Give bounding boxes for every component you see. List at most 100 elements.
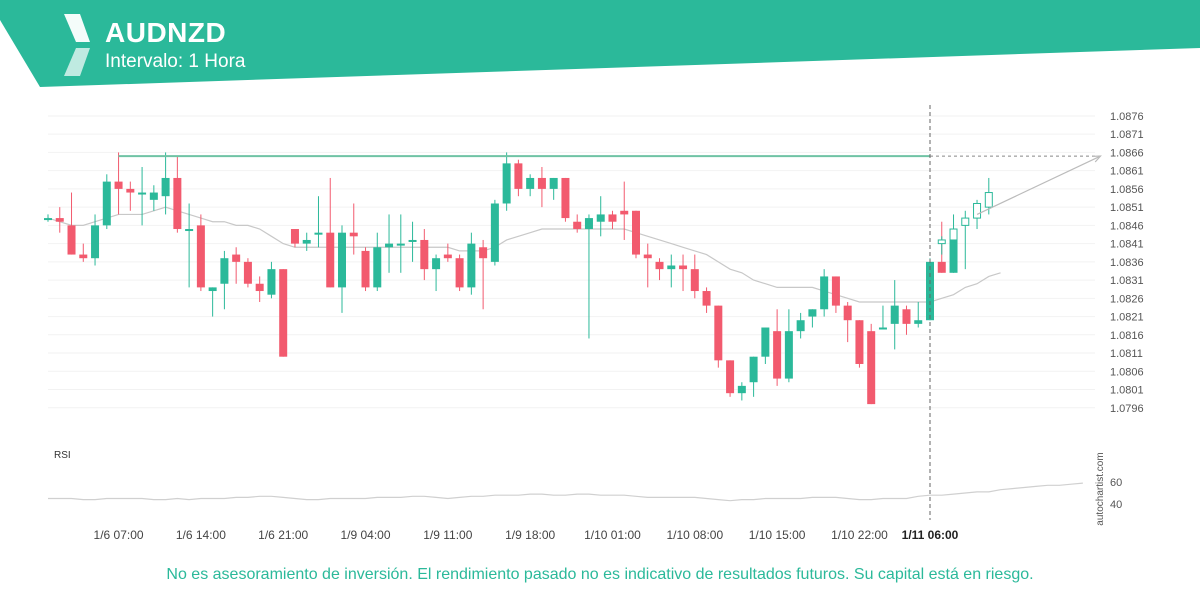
candle-body	[726, 360, 735, 394]
candle	[173, 156, 182, 233]
candle	[467, 232, 476, 295]
time-tick-label: 1/6 21:00	[258, 528, 308, 542]
candle	[561, 177, 570, 222]
candle-body	[561, 177, 570, 219]
candle-body	[855, 320, 864, 364]
price-tick-label: 1.0821	[1110, 312, 1144, 324]
candle-body	[914, 320, 923, 324]
rsi-panel: RSI 60 40	[48, 450, 1122, 511]
candle	[596, 196, 605, 237]
forecast-candle-body	[937, 239, 946, 245]
candle	[679, 254, 688, 292]
candle	[255, 276, 264, 302]
candle	[773, 309, 782, 386]
candle-body	[373, 247, 382, 288]
candle-body	[784, 331, 793, 379]
candle-body	[279, 269, 288, 357]
candle-body	[537, 177, 546, 189]
candle	[749, 356, 758, 397]
candle-body	[208, 287, 217, 292]
candle	[726, 360, 735, 397]
forecast-candle	[961, 210, 970, 270]
candle	[878, 305, 887, 330]
watermark: autochartist.com	[1095, 452, 1106, 525]
candle	[185, 203, 194, 288]
candle	[208, 287, 217, 317]
candle	[55, 207, 64, 233]
forecast-candle-body	[973, 202, 982, 219]
candle	[126, 181, 135, 211]
candle-body	[867, 331, 876, 405]
forecast-candle-body	[984, 192, 993, 208]
candle	[514, 159, 523, 197]
candle	[267, 261, 276, 299]
candle	[890, 280, 899, 350]
candle	[667, 254, 676, 288]
candle-body	[878, 327, 887, 330]
candle-body	[608, 214, 617, 222]
candle-body	[808, 309, 817, 317]
candle-body	[185, 229, 194, 232]
candle-body	[314, 232, 323, 235]
moving-average-line	[47, 206, 1001, 303]
candle	[161, 152, 170, 215]
candle-body	[255, 283, 264, 292]
candle	[702, 287, 711, 313]
candle	[220, 250, 229, 310]
candle-body	[396, 243, 405, 246]
candle	[843, 301, 852, 343]
candle-body	[761, 327, 770, 357]
candle	[784, 309, 793, 383]
price-tick-label: 1.0851	[1110, 202, 1144, 214]
candle-body	[114, 181, 123, 189]
candle	[196, 214, 205, 292]
rsi-label: RSI	[54, 450, 71, 461]
candle-body	[467, 243, 476, 288]
forecast-candle	[937, 236, 946, 255]
candle	[796, 312, 805, 339]
candle-body	[408, 239, 417, 242]
candle	[114, 152, 123, 215]
price-tick-label: 1.0871	[1110, 129, 1144, 141]
disclaimer: No es asesoramiento de inversión. El ren…	[166, 566, 1034, 583]
candle	[91, 214, 100, 266]
candle	[149, 185, 158, 211]
candle	[67, 192, 76, 255]
candle	[537, 167, 546, 208]
candle-body	[149, 192, 158, 200]
price-tick-label: 1.0846	[1110, 220, 1144, 232]
candle	[455, 254, 464, 292]
candle-body	[702, 291, 711, 306]
candle-body	[361, 250, 370, 288]
candle-body	[196, 225, 205, 288]
candle-body	[479, 247, 488, 259]
candle-body	[796, 320, 805, 332]
candle-body	[584, 218, 593, 230]
candle-body	[243, 261, 252, 284]
candle-body	[502, 163, 511, 204]
rsi-tick-label: 60	[1110, 477, 1122, 489]
candle-body	[549, 177, 558, 189]
time-tick-label: 1/9 18:00	[505, 528, 555, 542]
candle-body	[326, 232, 335, 288]
candle	[443, 243, 452, 262]
forecast-candle-body	[961, 217, 970, 226]
time-tick-label: 1/6 07:00	[94, 528, 144, 542]
candle	[573, 214, 582, 233]
candle-body	[526, 177, 535, 189]
candle	[608, 210, 617, 230]
candle	[338, 225, 346, 313]
candle	[820, 269, 829, 317]
candle	[831, 276, 840, 313]
header-banner	[0, 0, 1200, 87]
time-tick-label: 1/9 11:00	[423, 528, 472, 542]
candle	[902, 305, 911, 335]
candle-body	[573, 221, 582, 230]
candle	[526, 174, 535, 197]
candle	[502, 152, 511, 211]
candle-body	[902, 309, 911, 324]
candle	[655, 258, 664, 281]
candle	[620, 181, 629, 240]
projection-arrowhead	[1092, 155, 1102, 163]
candle	[584, 214, 593, 339]
